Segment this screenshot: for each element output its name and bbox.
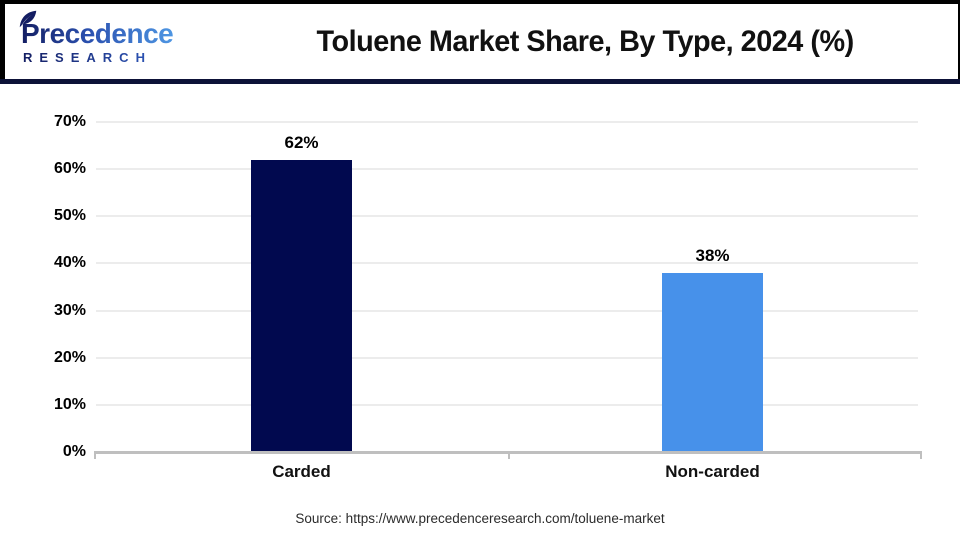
y-tick-label: 50%	[53, 207, 86, 225]
bar-non-carded	[662, 272, 763, 452]
y-tick-label: 20%	[53, 348, 86, 366]
brand-logo: Precedence RESEARCH	[19, 10, 241, 64]
gridline	[96, 403, 918, 406]
gridline	[96, 168, 918, 171]
header-divider	[0, 79, 960, 84]
brand-name-text: Precedence	[21, 17, 174, 49]
leaf-icon	[19, 10, 37, 27]
y-axis-labels: 0% 10% 20% 30% 40% 50% 60% 70%	[0, 113, 86, 460]
gridline	[96, 356, 918, 359]
y-tick-label: 60%	[53, 160, 86, 178]
header: Precedence RESEARCH Toluene Market Share…	[0, 0, 960, 79]
bar-value-label: 38%	[695, 245, 730, 265]
bar-carded	[251, 159, 352, 452]
y-tick-label: 30%	[53, 301, 86, 319]
x-axis-line	[94, 451, 922, 459]
x-axis-tick	[94, 454, 96, 459]
x-axis-category-labels: Carded Non-carded	[96, 462, 918, 482]
x-category-label: Carded	[272, 462, 331, 481]
bars-container: 62% 38%	[96, 122, 918, 452]
bar-slot: 62%	[96, 122, 507, 452]
chart-title: Toluene Market Share, By Type, 2024 (%)	[316, 24, 854, 58]
y-tick-label: 70%	[53, 113, 86, 130]
brand-name: Precedence	[19, 10, 174, 49]
brand-subtitle: RESEARCH	[23, 51, 241, 64]
bar-slot: 38%	[507, 122, 918, 452]
x-category-label: Non-carded	[665, 462, 760, 481]
plot-area: 62% 38%	[94, 121, 922, 459]
gridline	[96, 309, 918, 312]
gridline	[96, 121, 918, 123]
y-tick-label: 0%	[62, 443, 86, 460]
x-axis-tick	[920, 454, 922, 459]
bar-value-label: 62%	[284, 132, 319, 152]
x-axis-tick	[508, 454, 510, 459]
gridline	[96, 262, 918, 265]
y-tick-label: 40%	[53, 254, 86, 272]
source-text: Source: https://www.precedenceresearch.c…	[295, 511, 665, 526]
y-tick-label: 10%	[53, 395, 86, 413]
gridline	[96, 215, 918, 218]
